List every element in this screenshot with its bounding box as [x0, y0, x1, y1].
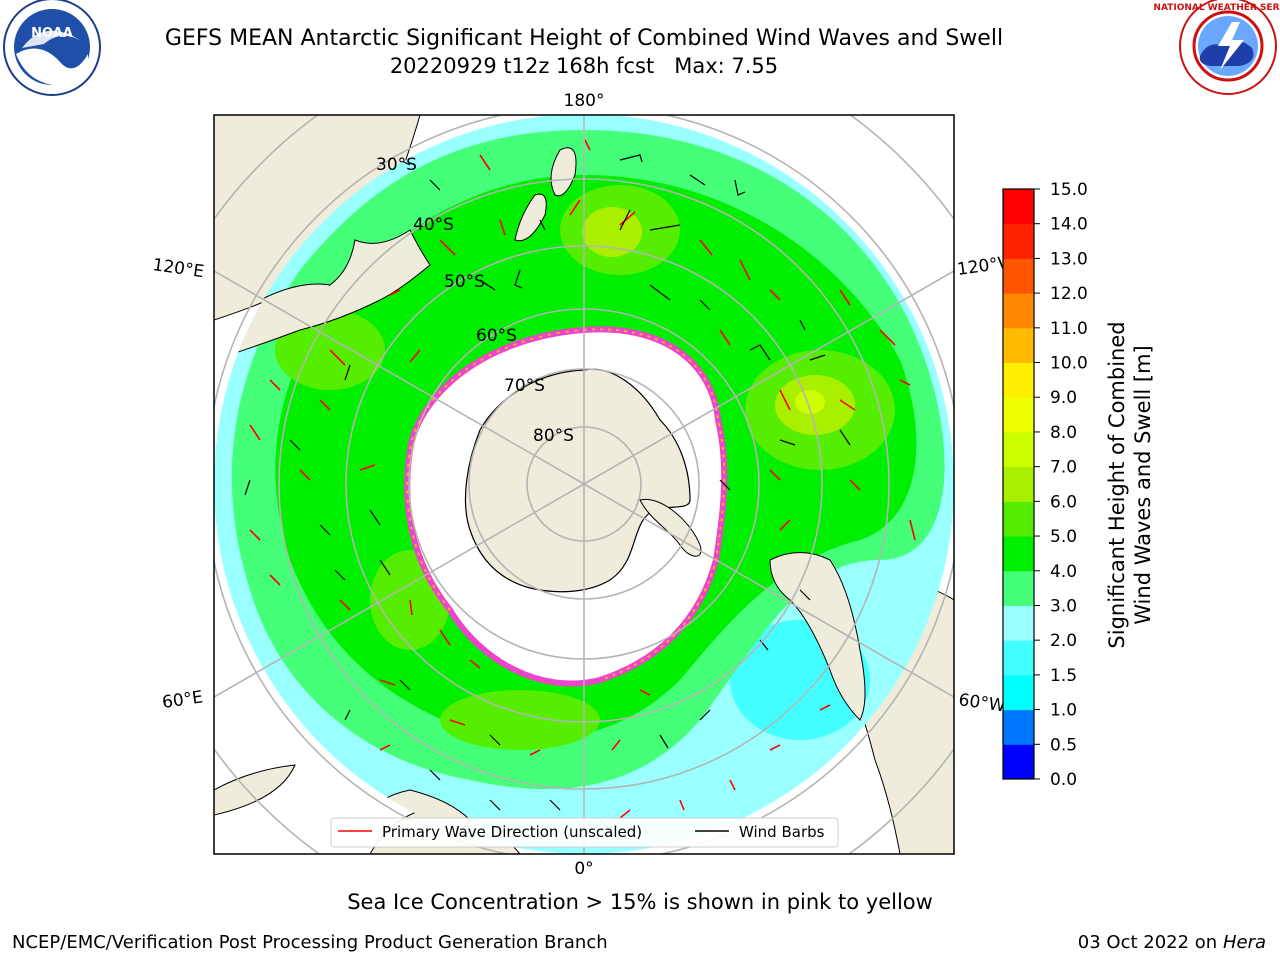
meridians [214, 115, 954, 854]
colorbar-label: Significant Height of Combined Wind Wave… [1105, 321, 1155, 648]
colorbar-segment [1003, 327, 1034, 364]
colorbar-tick-label: 12.0 [1050, 284, 1088, 304]
colorbar-tick-label: 8.0 [1050, 423, 1077, 443]
map-subtitle: 20220929 t12z 168h fcst Max: 7.55 [389, 54, 779, 78]
colorbar-segment [1003, 397, 1034, 433]
colorbar-segment [1003, 640, 1034, 676]
colorbar-segment [1003, 189, 1034, 225]
colorbar-segment [1003, 431, 1034, 468]
lat-label-30s: 30°S [376, 155, 417, 175]
legend-wave-label: Primary Wave Direction (unscaled) [382, 823, 642, 841]
colorbar-tick-label: 4.0 [1050, 562, 1077, 582]
colorbar-frame [1002, 188, 1035, 780]
colorbar-segment [1003, 362, 1034, 398]
colorbar-tick-label: 6.0 [1050, 492, 1077, 512]
colorbar-segment [1003, 258, 1034, 294]
map-legend: Primary Wave Direction (unscaled) Wind B… [330, 817, 839, 848]
colorbar-segment [1003, 536, 1034, 572]
colorbar-tick-label: 1.5 [1050, 666, 1077, 686]
colorbar-tick-label: 1.0 [1050, 701, 1077, 721]
footer-date-text: 03 Oct 2022 on [1077, 932, 1218, 953]
lat-label-50s: 50°S [444, 272, 485, 292]
colorbar-segment [1003, 501, 1034, 537]
footer-host: Hera [1222, 932, 1266, 953]
colorbar-tick-label: 9.0 [1050, 388, 1077, 408]
lon-label-120e: 120°E [151, 255, 205, 282]
colorbar-segment [1003, 674, 1034, 711]
colorbar-tick-label: 5.0 [1050, 527, 1077, 547]
lat-label-60s: 60°S [476, 326, 517, 346]
lon-label-180: 180° [564, 91, 605, 111]
colorbar-label-line2: Wind Waves and Swell [m] [1131, 345, 1155, 625]
colorbar-segment [1003, 709, 1034, 745]
colorbar-tick-label: 13.0 [1050, 249, 1088, 269]
colorbar-segment [1003, 293, 1034, 329]
lon-label-60e: 60°E [161, 687, 204, 712]
footer-date: 03 Oct 2022 on Hera [1078, 932, 1266, 953]
colorbar-tick-label: 3.0 [1050, 596, 1077, 616]
nws-logo: NATIONAL WEATHER SERVICE [1153, 0, 1280, 95]
lat-label-80s: 80°S [533, 426, 574, 446]
lon-label-60w: 60°W [957, 690, 1006, 716]
nws-logo-text: NATIONAL WEATHER SERVICE [1153, 3, 1280, 13]
map-title: GEFS MEAN Antarctic Significant Height o… [164, 26, 1004, 51]
colorbar-tick-label: 11.0 [1050, 319, 1088, 339]
colorbar-segment [1003, 744, 1034, 780]
footer-branch: NCEP/EMC/Verification Post Processing Pr… [12, 932, 608, 953]
colorbar-tick-label: 10.0 [1050, 354, 1088, 374]
colorbar-segment [1003, 466, 1034, 502]
sea-ice-caption: Sea Ice Concentration > 15% is shown in … [347, 890, 933, 914]
noaa-logo: NOAA [3, 0, 101, 96]
colorbar-tick-label: 0.5 [1050, 735, 1077, 755]
map-panel: Primary Wave Direction (unscaled) Wind B… [214, 115, 954, 854]
map-frame [213, 114, 955, 855]
primary-wave-arrows [249, 139, 916, 819]
colorbar-segment [1003, 570, 1034, 606]
lat-label-70s: 70°S [504, 376, 545, 396]
lat-label-40s: 40°S [413, 215, 454, 235]
colorbar-tick-label: 7.0 [1050, 458, 1077, 478]
colorbar-segment [1003, 605, 1034, 641]
lon-label-0: 0° [574, 859, 593, 879]
colorbar-tick-label: 15.0 [1050, 180, 1088, 200]
colorbar-tick-label: 2.0 [1050, 631, 1077, 651]
colorbar: 0.0 0.5 1.0 1.5 2.0 3.0 4.0 5.0 6.0 7.0 8.0 9.0 10.0… [1002, 180, 1088, 790]
legend-barb-label: Wind Barbs [739, 823, 825, 841]
noaa-logo-text: NOAA [31, 26, 73, 41]
colorbar-segment [1003, 223, 1034, 259]
colorbar-tick-label: 0.0 [1050, 770, 1077, 790]
colorbar-tick-label: 14.0 [1050, 215, 1088, 235]
colorbar-label-line1: Significant Height of Combined [1105, 321, 1129, 648]
latitude-labels: 30°S 40°S 50°S 60°S 70°S 80°S [376, 155, 574, 446]
